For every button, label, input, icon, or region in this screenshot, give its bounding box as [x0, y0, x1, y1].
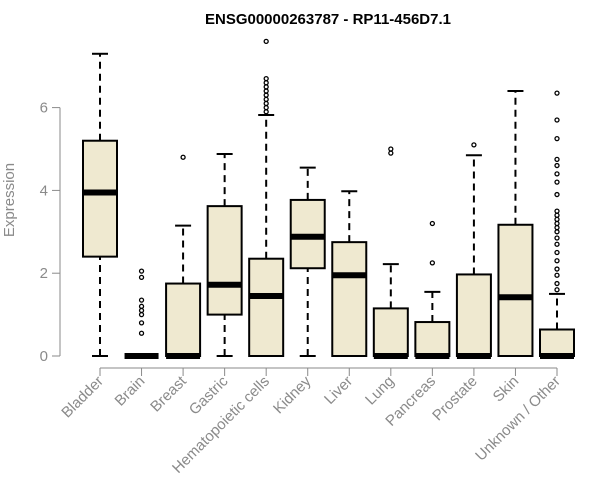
box-group	[289, 166, 326, 357]
box-iqr	[539, 328, 575, 357]
box-group	[455, 142, 492, 359]
outlier-point	[554, 287, 560, 293]
x-tick-label: Prostate	[429, 373, 481, 425]
box-iqr	[372, 307, 409, 358]
outlier-point	[429, 260, 436, 266]
outlier-point	[263, 100, 269, 107]
outlier-point	[554, 241, 560, 247]
outlier-point	[138, 268, 145, 274]
box-group	[372, 146, 409, 359]
box-group	[248, 38, 285, 357]
outlier-point	[554, 266, 560, 272]
box-group	[331, 190, 368, 357]
box-iqr	[165, 282, 202, 357]
outlier-point	[554, 280, 560, 287]
x-tick-label: Skin	[490, 373, 523, 406]
outlier-point	[138, 297, 145, 303]
outlier-point	[554, 272, 560, 278]
outlier-point	[554, 117, 560, 123]
y-tick-label: 2	[40, 265, 48, 282]
outlier-point	[388, 146, 394, 152]
outlier-point	[138, 274, 145, 280]
outlier-point	[263, 38, 269, 45]
chart-title: ENSG00000263787 - RP11-456D7.1	[205, 11, 451, 28]
outlier-point	[554, 191, 560, 198]
box-group	[206, 152, 243, 357]
outlier-point	[554, 162, 560, 169]
x-tick-label: Liver	[321, 373, 356, 408]
y-axis-label: Expression	[1, 163, 18, 237]
y-tick-label: 0	[40, 348, 48, 365]
y-tick-label: 6	[40, 100, 48, 117]
outlier-point	[263, 80, 269, 86]
outlier-point	[554, 258, 560, 264]
box-group	[414, 220, 451, 359]
outlier-point	[263, 75, 269, 82]
x-tick-label: Breast	[147, 372, 190, 415]
box-group	[124, 268, 159, 359]
outlier-point	[263, 96, 269, 102]
box-group	[82, 52, 118, 357]
outlier-point	[263, 92, 269, 98]
y-axis: 0 2 4 6	[40, 100, 61, 365]
outlier-point	[554, 235, 560, 241]
box-iqr	[497, 223, 534, 357]
box-iqr	[82, 139, 118, 258]
outlier-point	[388, 150, 394, 156]
outlier-point	[554, 135, 560, 142]
outlier-point	[554, 156, 560, 163]
box-iqr	[248, 257, 285, 357]
outlier-point	[429, 220, 436, 227]
outlier-point	[138, 311, 145, 318]
outlier-point	[554, 171, 560, 177]
outlier-point	[263, 84, 269, 90]
box-iqr	[206, 205, 243, 316]
box-iqr	[455, 273, 492, 357]
outlier-point	[554, 212, 560, 218]
box-group	[539, 90, 575, 359]
outlier-point	[554, 249, 560, 256]
boxes	[82, 38, 575, 359]
x-tick-label: Lung	[362, 373, 398, 409]
outlier-point	[554, 90, 560, 96]
outlier-point	[263, 104, 269, 111]
outlier-point	[554, 179, 560, 185]
x-tick-label: Brain	[112, 373, 149, 410]
box-iqr	[414, 321, 451, 357]
box-iqr	[331, 241, 368, 357]
outlier-point	[554, 225, 560, 231]
outlier-point	[138, 303, 145, 309]
outlier-point	[263, 88, 269, 94]
box-group	[165, 154, 202, 359]
x-tick-label: Bladder	[58, 373, 107, 422]
outlier-point	[554, 220, 560, 227]
outlier-point	[138, 307, 145, 314]
y-tick-label: 4	[40, 182, 48, 199]
outlier-point	[554, 216, 560, 223]
outlier-point	[263, 109, 269, 115]
x-tick-label: Kidney	[270, 372, 315, 417]
outlier-point	[471, 142, 477, 148]
box-group	[497, 90, 534, 357]
outlier-point	[554, 208, 560, 214]
outlier-point	[138, 330, 145, 336]
outlier-point	[180, 154, 186, 160]
outlier-point	[554, 229, 560, 235]
outlier-point	[138, 320, 145, 326]
